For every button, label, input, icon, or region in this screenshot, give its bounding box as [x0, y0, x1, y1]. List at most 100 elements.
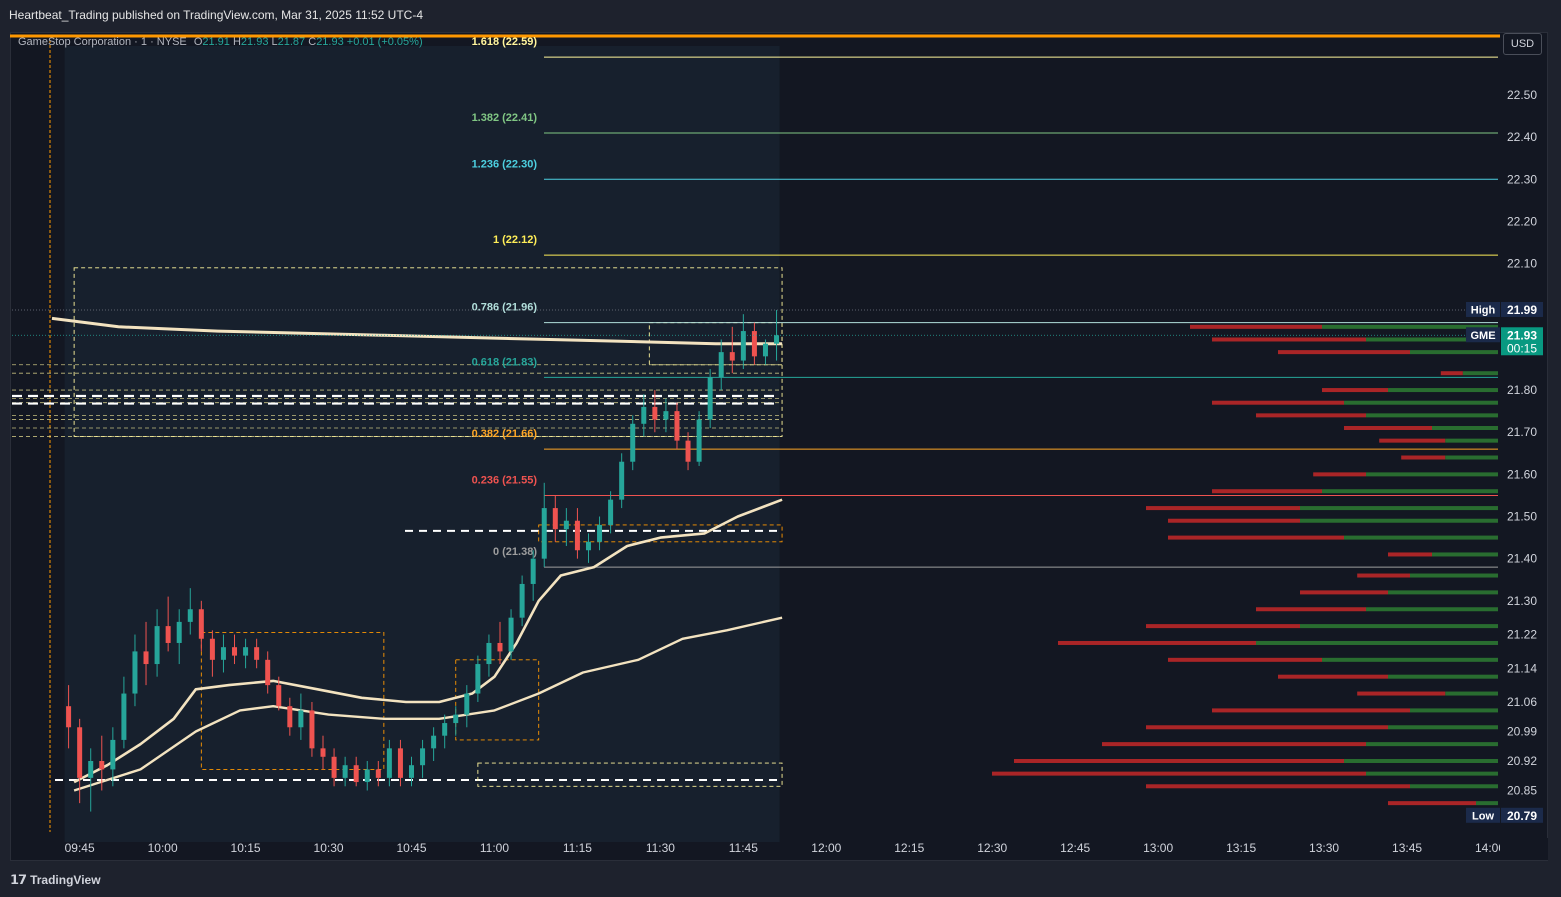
- volume-bar-down: [1440, 371, 1463, 376]
- price-tick-label: 21.70: [1507, 425, 1537, 439]
- price-tick-label: 21.22: [1507, 628, 1537, 642]
- candle-body: [298, 710, 304, 728]
- low-label: L: [271, 36, 278, 48]
- volume-bar-down: [1357, 573, 1410, 578]
- vwap-lines: [51, 316, 783, 792]
- last-price-marker-value-bg: [1501, 327, 1543, 356]
- candle-body: [198, 609, 204, 639]
- candle-body: [762, 343, 768, 357]
- volume-bar-down: [1146, 784, 1410, 789]
- tradingview-footer[interactable]: 𝟭𝟳 TradingView: [10, 872, 101, 888]
- volume-bar-down: [1313, 472, 1366, 477]
- time-tick-label: 10:00: [148, 841, 178, 855]
- candle-body: [774, 335, 780, 344]
- volume-bar-down: [1102, 742, 1366, 747]
- publish-text: Heartbeat_Trading published on TradingVi…: [9, 8, 424, 22]
- volume-bar-down: [1168, 657, 1322, 662]
- high-value: 21.93: [240, 36, 269, 48]
- volume-bar-down: [1146, 506, 1300, 511]
- time-tick-label: 12:30: [977, 841, 1007, 855]
- candle-body: [342, 765, 348, 778]
- volume-bar-up: [1322, 324, 1498, 329]
- price-tick-label: 22.10: [1507, 257, 1537, 271]
- candle-body: [409, 765, 414, 778]
- fib-level-label: 1.236 (22.30): [472, 158, 538, 170]
- high-marker-label: High: [1471, 304, 1496, 316]
- time-tick-label: 12:00: [811, 841, 841, 855]
- candle-body: [110, 739, 116, 770]
- volume-bar-down: [1388, 552, 1432, 557]
- volume-bar-up: [1256, 640, 1498, 645]
- price-tick-label: 21.60: [1507, 467, 1537, 481]
- time-tick-label: 12:45: [1060, 841, 1090, 855]
- time-axis-mask: [1500, 838, 1548, 860]
- session-shading: [10, 34, 1500, 842]
- candle-body: [663, 411, 669, 420]
- time-tick-label: 11:45: [729, 841, 758, 855]
- order-block-box: [538, 524, 783, 543]
- volume-bar-down: [1388, 801, 1476, 806]
- candle-body: [597, 524, 603, 542]
- volume-bar-up: [1366, 472, 1498, 477]
- candle-body: [574, 520, 580, 551]
- volume-bar-up: [1445, 455, 1498, 460]
- volume-profile: [992, 324, 1498, 806]
- high-marker-label-bg: [1466, 301, 1500, 317]
- time-tick-label: 13:30: [1309, 841, 1339, 855]
- currency-button[interactable]: USD: [1503, 33, 1542, 55]
- volume-bar-down: [1256, 413, 1366, 418]
- price-tick-label: 21.50: [1507, 510, 1537, 524]
- candle-body: [287, 706, 293, 728]
- time-tick-label: 13:00: [1143, 841, 1173, 855]
- volume-bar-up: [1432, 426, 1498, 430]
- price-tick-label: 21.80: [1507, 383, 1537, 397]
- price-tick-label: 20.92: [1507, 754, 1537, 768]
- volume-bar-down: [1278, 674, 1388, 679]
- candle-body: [220, 647, 226, 660]
- symbol-legend[interactable]: GameStop Corporation · 1 · NYSE O21.91 H…: [18, 36, 423, 48]
- candle-body: [320, 748, 326, 757]
- volume-bar-up: [1410, 573, 1498, 578]
- volume-bar-down: [1322, 388, 1388, 393]
- candle-body: [132, 651, 138, 694]
- candles: [66, 309, 780, 812]
- last-price-marker-label-bg: [1466, 327, 1500, 343]
- volume-bar-up: [1300, 624, 1498, 629]
- candle-body: [541, 508, 547, 559]
- candle-body: [121, 693, 127, 740]
- low-marker-label: Low: [1472, 810, 1494, 822]
- candle-body: [696, 419, 702, 462]
- candle-body: [187, 609, 193, 622]
- volume-bar-down: [1212, 400, 1344, 405]
- time-axis[interactable]: 09:45 10:00 10:15 10:30 10:45 11:00 11:15 11:30…: [65, 838, 1548, 860]
- price-tick-label: 22.20: [1507, 214, 1537, 228]
- time-tick-label: 10:45: [396, 841, 426, 855]
- time-tick-label: 10:30: [314, 841, 344, 855]
- volume-bar-down: [1146, 725, 1388, 730]
- time-tick-label: 09:45: [65, 841, 95, 855]
- volume-bar-up: [1322, 489, 1498, 494]
- volume-bar-up: [1388, 388, 1498, 393]
- publish-header: Heartbeat_Trading published on TradingVi…: [0, 0, 1561, 30]
- candle-body: [552, 508, 558, 530]
- candle-body: [608, 499, 614, 525]
- anchored-vwap-line: [51, 316, 783, 346]
- candle-body: [353, 765, 359, 783]
- volume-bar-up: [1322, 657, 1498, 662]
- volume-bar-down: [992, 771, 1366, 776]
- high-marker-value: 21.99: [1507, 303, 1537, 317]
- candle-body: [66, 706, 72, 728]
- last-price-marker-countdown: 00:15: [1507, 341, 1537, 355]
- time-tick-label: 10:15: [231, 841, 261, 855]
- candle-body: [397, 748, 403, 778]
- price-tick-label: 20.99: [1507, 724, 1537, 738]
- volume-bar-down: [1357, 691, 1446, 696]
- volume-bar-up: [1462, 371, 1498, 376]
- candle-body: [431, 735, 437, 749]
- candle-body: [508, 617, 514, 652]
- candle-body: [630, 423, 636, 462]
- time-tick-label: 11:00: [480, 841, 509, 855]
- price-tick-label: 21.14: [1507, 661, 1537, 675]
- price-axis[interactable]: 22.50 22.40 22.30 22.20 22.10 21.80 21.70 21.60…: [1507, 88, 1537, 797]
